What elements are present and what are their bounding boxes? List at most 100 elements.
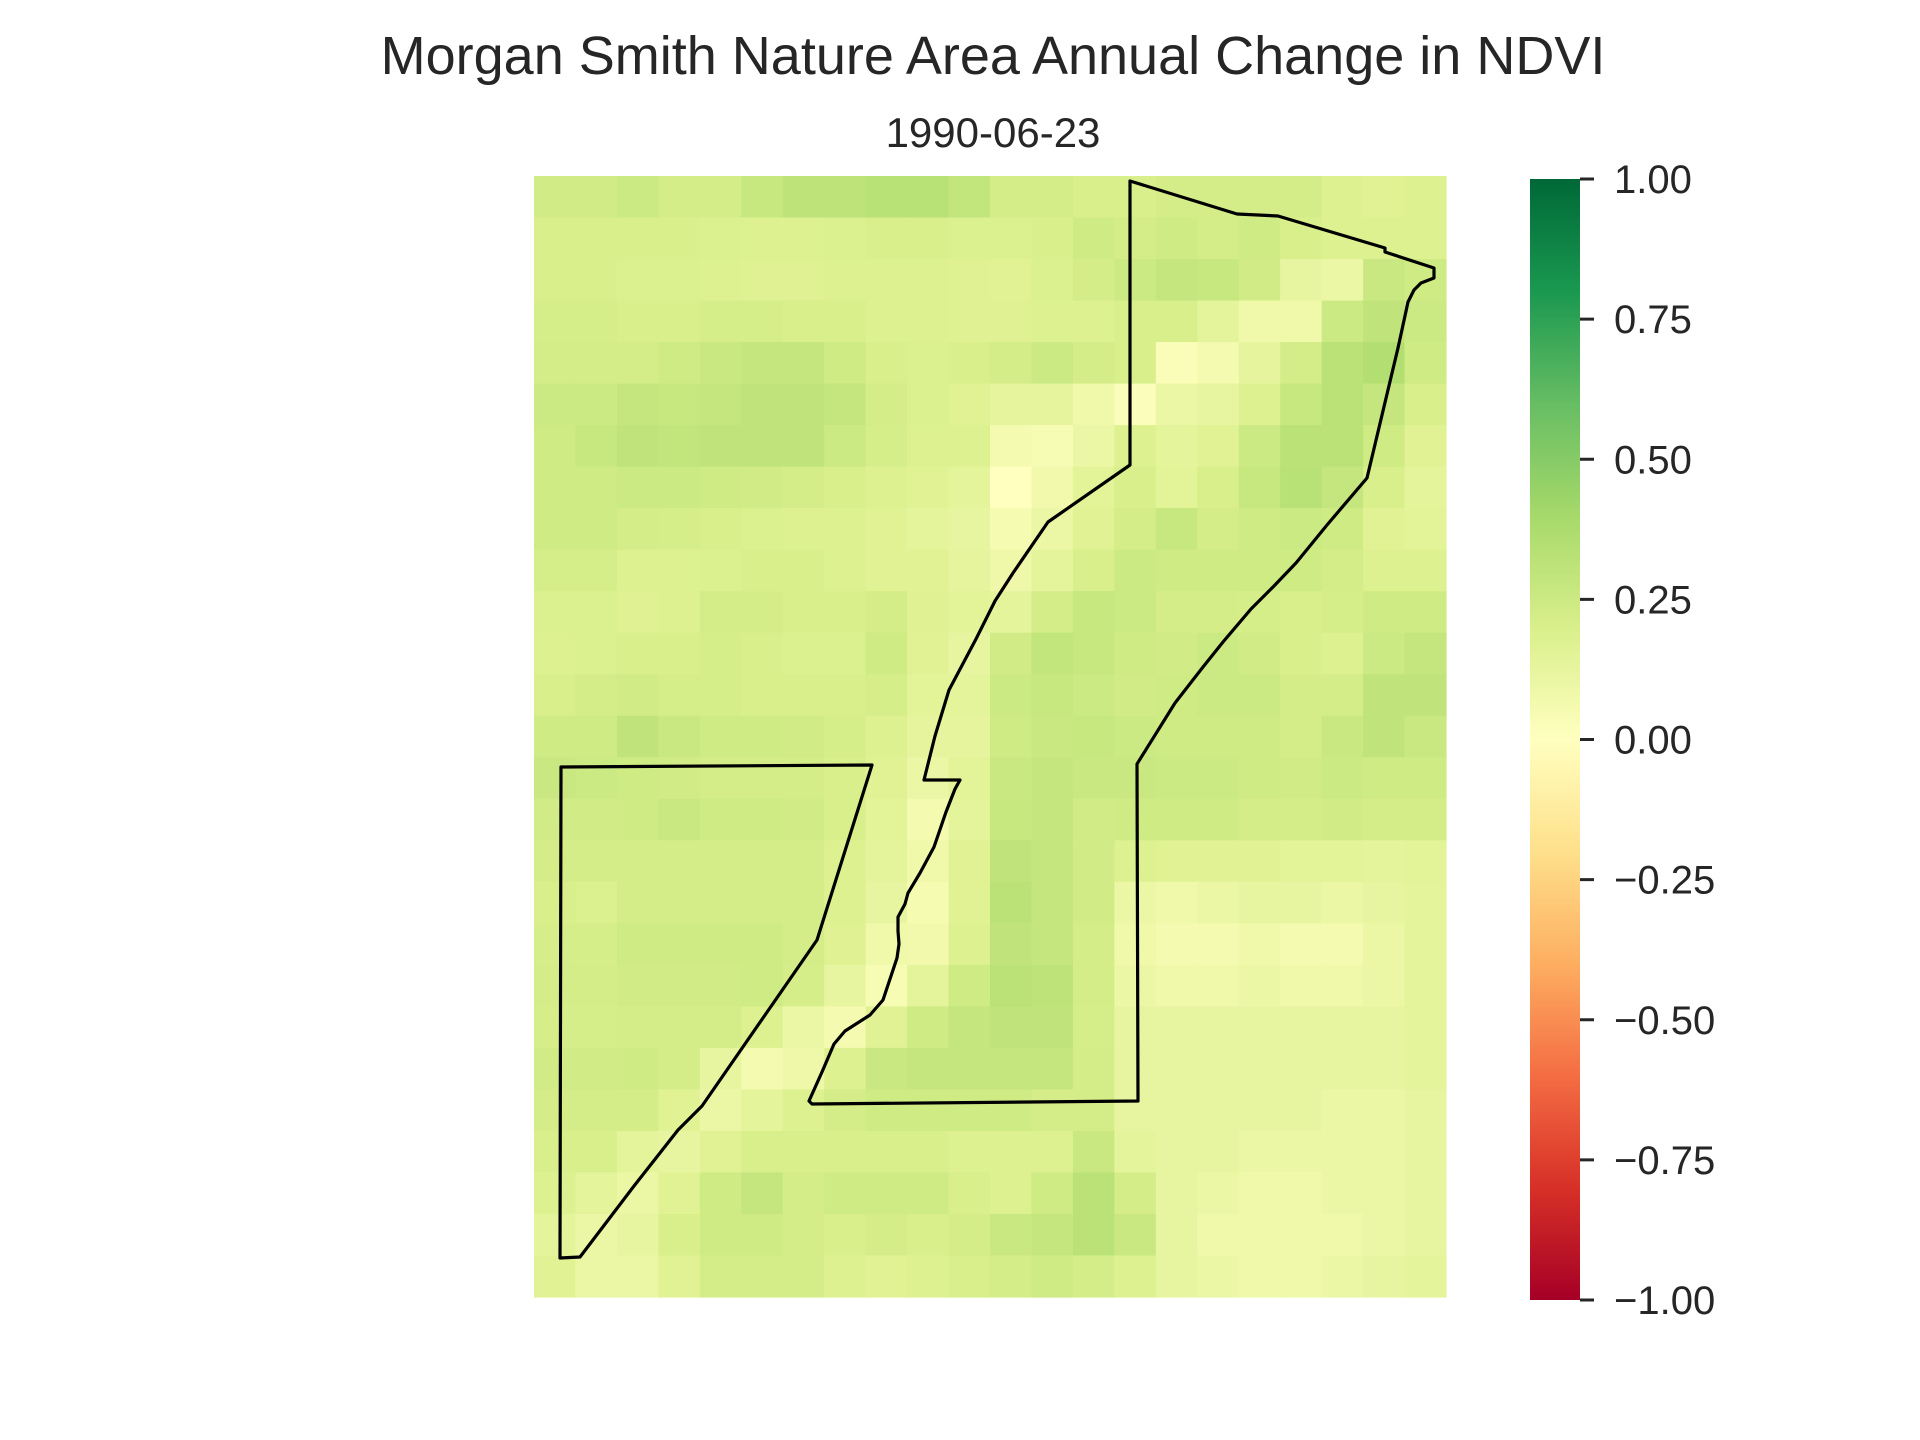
heatmap-cell — [990, 466, 1033, 509]
heatmap-cell — [534, 1172, 577, 1215]
heatmap-cell — [616, 1006, 659, 1049]
heatmap-cell — [534, 757, 577, 800]
heatmap-cell — [1363, 508, 1406, 551]
heatmap-cell — [1031, 300, 1074, 343]
heatmap-cell — [907, 591, 950, 634]
heatmap-cell — [658, 1255, 701, 1298]
heatmap-cell — [948, 508, 991, 551]
heatmap-cell — [1072, 923, 1115, 966]
heatmap-cell — [741, 508, 784, 551]
heatmap-cell — [1404, 217, 1447, 260]
heatmap-cell — [1114, 1006, 1157, 1049]
heatmap-cell — [1031, 591, 1074, 634]
heatmap-cell — [1197, 342, 1240, 385]
heatmap-cell — [824, 259, 867, 302]
heatmap-cell — [1363, 1089, 1406, 1132]
heatmap-cell — [990, 425, 1033, 468]
heatmap-cell — [741, 715, 784, 758]
heatmap-cell — [948, 1047, 991, 1091]
heatmap-cell — [824, 217, 867, 260]
heatmap-cell — [741, 1130, 784, 1174]
heatmap-cell — [1031, 840, 1074, 883]
heatmap-cell — [1197, 1006, 1240, 1049]
heatmap-cell — [1031, 1130, 1074, 1174]
heatmap-cell — [948, 798, 991, 841]
heatmap-cell — [616, 383, 659, 426]
heatmap-cell — [1072, 1047, 1115, 1091]
heatmap-cell — [907, 1172, 950, 1215]
heatmap-cell — [575, 1047, 618, 1091]
heatmap-cell — [741, 632, 784, 675]
heatmap-cell — [575, 757, 618, 800]
heatmap-cell — [948, 840, 991, 883]
heatmap-cell — [741, 1089, 784, 1132]
heatmap-cell — [1031, 425, 1074, 468]
heatmap-cell — [1155, 425, 1198, 468]
colorbar-tick-label: −1.00 — [1614, 1279, 1715, 1323]
heatmap-cell — [907, 1006, 950, 1049]
heatmap-cell — [658, 632, 701, 675]
heatmap-cell — [1072, 1172, 1115, 1215]
heatmap-cell — [824, 508, 867, 551]
heatmap-cell — [616, 964, 659, 1007]
heatmap-cell — [741, 923, 784, 966]
heatmap-cell — [1238, 964, 1281, 1007]
heatmap-cell — [1280, 300, 1323, 343]
heatmap-cell — [1072, 300, 1115, 343]
heatmap-cell — [1238, 466, 1281, 509]
heatmap-cell — [1238, 1213, 1281, 1257]
heatmap-cell — [1155, 757, 1198, 800]
heatmap-cell — [907, 425, 950, 468]
heatmap-cell — [1072, 964, 1115, 1007]
heatmap-cell — [534, 1130, 577, 1174]
heatmap-cell — [948, 881, 991, 924]
heatmap-cell — [865, 591, 908, 634]
heatmap-cell — [1155, 259, 1198, 302]
heatmap-cell — [1155, 466, 1198, 509]
heatmap-cell — [534, 300, 577, 343]
heatmap-cell — [1363, 425, 1406, 468]
heatmap-cell — [782, 632, 825, 675]
heatmap-cell — [1072, 798, 1115, 841]
heatmap-cell — [907, 1255, 950, 1298]
heatmap-cell — [1197, 508, 1240, 551]
heatmap-cell — [575, 342, 618, 385]
heatmap-cell — [741, 549, 784, 592]
colorbar-tick-label: 0.75 — [1614, 298, 1692, 342]
heatmap-cell — [575, 591, 618, 634]
colorbar — [1530, 179, 1580, 1300]
heatmap-cell — [1280, 1213, 1323, 1257]
heatmap-cell — [1280, 466, 1323, 509]
heatmap-cell — [1072, 715, 1115, 758]
heatmap-cell — [1321, 1047, 1364, 1091]
colorbar-tick-label: 1.00 — [1614, 158, 1692, 202]
heatmap-cell — [1363, 466, 1406, 509]
heatmap-cell — [1031, 715, 1074, 758]
heatmap-cell — [1114, 1213, 1157, 1257]
heatmap-cell — [824, 1255, 867, 1298]
heatmap-cell — [990, 1006, 1033, 1049]
heatmap-cell — [699, 549, 742, 592]
heatmap-cell — [658, 425, 701, 468]
heatmap-cell — [990, 1213, 1033, 1257]
heatmap-cell — [1114, 674, 1157, 717]
heatmap-cell — [575, 508, 618, 551]
heatmap-cell — [1280, 881, 1323, 924]
heatmap-cell — [824, 549, 867, 592]
heatmap-cell — [990, 964, 1033, 1007]
heatmap-cell — [1197, 1047, 1240, 1091]
heatmap-cell — [1155, 840, 1198, 883]
heatmap-cell — [616, 840, 659, 883]
heatmap-cell — [741, 466, 784, 509]
heatmap-cell — [990, 342, 1033, 385]
heatmap-cell — [1155, 923, 1198, 966]
heatmap-cell — [741, 383, 784, 426]
heatmap-cell — [1404, 964, 1447, 1007]
heatmap-cell — [990, 1172, 1033, 1215]
heatmap-cell — [1363, 798, 1406, 841]
heatmap-cell — [1114, 466, 1157, 509]
heatmap-cell — [907, 632, 950, 675]
heatmap-cell — [1197, 881, 1240, 924]
chart-subtitle: 1990-06-23 — [886, 109, 1101, 156]
heatmap-cell — [1321, 715, 1364, 758]
